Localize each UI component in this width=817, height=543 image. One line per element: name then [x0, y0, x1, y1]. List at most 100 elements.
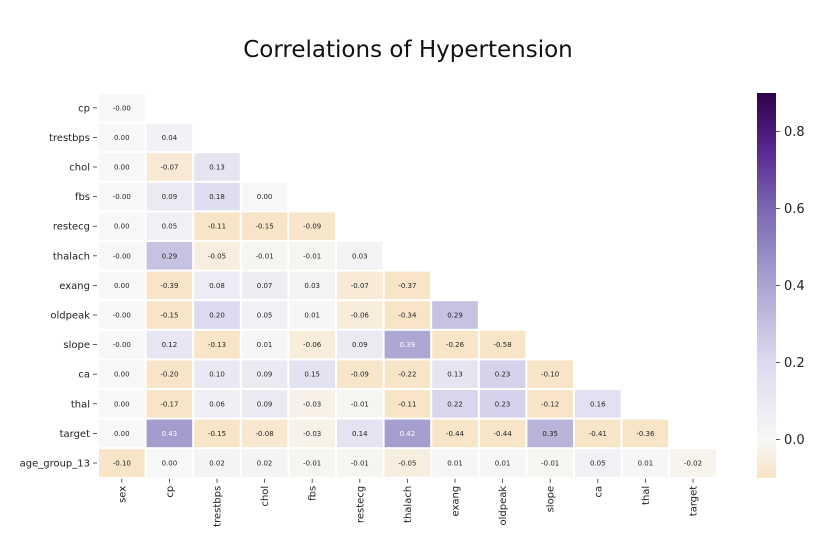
- heatmap-cell: [146, 301, 193, 329]
- col-tick-label: thal: [641, 486, 652, 505]
- cell-value-label: 0.01: [638, 460, 654, 468]
- row-tick-label: age_group_13: [20, 459, 90, 470]
- heatmap-cell: [337, 390, 383, 418]
- col-tick-label: cp: [165, 486, 176, 498]
- cell-value-label: 0.07: [257, 282, 273, 290]
- row-tick-label: chol: [69, 163, 90, 174]
- heatmap-cell: [241, 271, 288, 300]
- cell-value-label: 0.05: [162, 223, 178, 231]
- cell-value-label: -0.39: [160, 282, 178, 290]
- cell-value-label: 0.29: [162, 252, 178, 260]
- heatmap-cell: [289, 449, 335, 477]
- heatmap-cell: [99, 301, 145, 329]
- cell-value-label: -0.11: [398, 400, 416, 408]
- col-tick-label: restecg: [355, 486, 366, 523]
- col-tick-label: sex: [117, 486, 128, 503]
- heatmap-cell: [384, 449, 431, 477]
- heatmap-cell: [289, 360, 335, 388]
- cell-value-label: -0.05: [398, 460, 416, 468]
- heatmap-cell: [384, 301, 431, 329]
- heatmap-cell: [622, 419, 669, 448]
- cell-value-label: -0.44: [446, 430, 465, 438]
- cell-value-label: -0.15: [160, 312, 178, 320]
- cell-value-label: -0.06: [351, 312, 370, 320]
- heatmap-cell: [479, 419, 526, 448]
- heatmap-cell: [479, 390, 526, 418]
- cell-value-label: 0.10: [209, 371, 225, 379]
- cell-value-label: 0.23: [495, 400, 511, 408]
- heatmap-cell: [146, 360, 193, 388]
- heatmap-cell: [479, 449, 526, 477]
- cell-value-label: 0.42: [400, 430, 416, 438]
- row-tick-label: cp: [78, 103, 90, 114]
- cell-value-label: 0.00: [114, 430, 130, 438]
- cell-value-label: 0.00: [114, 164, 130, 172]
- heatmap-cell: [146, 123, 193, 152]
- cell-value-label: -0.11: [208, 223, 226, 231]
- cell-value-label: -0.13: [208, 341, 226, 349]
- col-tick-label: chol: [260, 486, 271, 507]
- heatmap-cell: [194, 390, 240, 418]
- cell-value-label: 0.03: [304, 282, 320, 290]
- heatmap-cell: [241, 212, 288, 240]
- cell-value-label: -0.01: [303, 460, 321, 468]
- cell-value-label: 0.29: [447, 312, 463, 320]
- heatmap-cell: [575, 390, 621, 418]
- cell-value-label: 0.00: [257, 193, 273, 201]
- col-tick-label: oldpeak: [498, 486, 509, 526]
- heatmap-cell: [337, 419, 383, 448]
- heatmap-cell: [337, 449, 383, 477]
- cell-value-label: -0.36: [636, 430, 655, 438]
- heatmap-cell: [146, 419, 193, 448]
- heatmap-cell: [479, 330, 526, 359]
- col-tick-label: target: [689, 486, 700, 516]
- cell-value-label: 0.05: [257, 312, 273, 320]
- cell-value-label: 0.04: [162, 134, 178, 142]
- cell-value-label: -0.00: [113, 193, 131, 201]
- cell-value-label: -0.26: [446, 341, 465, 349]
- cell-value-label: 0.20: [209, 312, 225, 320]
- heatmap-cell: [99, 153, 145, 181]
- cell-value-label: -0.22: [398, 371, 416, 379]
- heatmap-cell: [527, 360, 573, 388]
- heatmap-cell: [146, 390, 193, 418]
- row-tick-label: target: [60, 429, 90, 440]
- col-tick-label: fbs: [308, 486, 319, 501]
- cell-value-label: -0.44: [494, 430, 513, 438]
- cell-value-label: 0.00: [114, 371, 130, 379]
- heatmap-cell: [432, 419, 478, 448]
- heatmap-cell: [527, 390, 573, 418]
- cell-value-label: -0.10: [113, 460, 131, 468]
- cell-value-label: -0.12: [541, 400, 559, 408]
- heatmap-cell: [99, 419, 145, 448]
- cell-value-label: -0.15: [208, 430, 226, 438]
- cell-value-label: 0.00: [114, 282, 130, 290]
- cell-value-label: -0.00: [113, 252, 131, 260]
- row-tick-labels: cp trestbps chol fbs restecg thalach exang oldp…: [20, 103, 97, 470]
- heatmap-cell: [194, 449, 240, 477]
- cell-value-label: -0.10: [541, 371, 559, 379]
- col-tick-label: exang: [451, 486, 462, 517]
- cell-value-label: -0.03: [303, 430, 321, 438]
- cell-value-label: 0.00: [162, 460, 178, 468]
- cell-value-label: -0.09: [351, 371, 369, 379]
- cell-value-label: 0.08: [209, 282, 225, 290]
- heatmap-cell: [99, 212, 145, 240]
- colorbar-tick-label: 0.4: [784, 279, 805, 294]
- cell-value-label: 0.39: [400, 341, 416, 349]
- row-tick-label: exang: [59, 281, 90, 292]
- heatmap-cell: [241, 301, 288, 329]
- heatmap-cell: [575, 419, 621, 448]
- cell-value-label: 0.02: [257, 460, 273, 468]
- cell-value-label: 0.03: [352, 252, 368, 260]
- heatmap-cell: [337, 271, 383, 300]
- heatmap-cell: [289, 242, 335, 270]
- heatmap-cell: [384, 419, 431, 448]
- heatmap-cell: [241, 242, 288, 270]
- cell-value-label: -0.01: [541, 460, 559, 468]
- cell-value-label: -0.02: [684, 460, 702, 468]
- cell-value-label: -0.00: [113, 312, 131, 320]
- heatmap-cell: [99, 94, 145, 122]
- col-tick-label: thalach: [403, 486, 414, 523]
